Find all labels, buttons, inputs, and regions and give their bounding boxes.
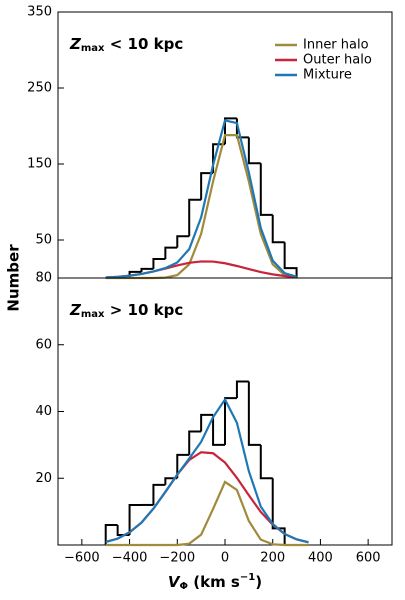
histogram-bin: [247, 137, 261, 165]
panel-label-sub: max: [81, 43, 105, 54]
histogram-bin: [259, 444, 273, 480]
panel-label-main: Z: [69, 301, 82, 319]
histogram-bin: [176, 235, 190, 248]
histogram-bin: [271, 478, 286, 545]
curve: [105, 119, 297, 279]
histogram-bin: [283, 242, 298, 278]
histogram-bin: [200, 413, 214, 432]
x-label-end: ): [255, 573, 262, 591]
histogram-bin: [104, 523, 118, 545]
histogram-bin: [259, 163, 273, 216]
histogram-bin: [164, 246, 178, 259]
legend-label: Inner halo: [303, 38, 369, 53]
curve: [105, 134, 297, 280]
panel-label-rest: < 10 kpc: [105, 35, 184, 53]
y-tick-label: 50: [35, 233, 52, 248]
y-axis-label: Number: [5, 244, 23, 312]
x-tick-label: 600: [356, 551, 381, 566]
x-axis-label: VΦ (km s−1): [168, 572, 262, 592]
curve: [105, 397, 309, 544]
histogram-bin: [128, 503, 142, 535]
x-tick-label: −400: [112, 551, 148, 566]
histogram-bin: [271, 214, 285, 244]
x-label-main: V: [168, 573, 181, 591]
histogram-bin: [188, 430, 202, 455]
y-tick-label: 40: [35, 404, 52, 419]
x-tick-label: 400: [308, 551, 333, 566]
panel-label-rest: > 10 kpc: [105, 301, 184, 319]
x-label-sub: Φ: [180, 581, 189, 592]
panel-label-sub: max: [81, 309, 105, 320]
y-tick-label: 350: [27, 5, 52, 20]
y-tick-label: 20: [35, 471, 52, 486]
legend-label: Mixture: [303, 68, 352, 83]
histogram-bin: [200, 172, 214, 200]
y-tick-label: 60: [35, 337, 52, 352]
panel-label-main: Z: [69, 35, 82, 53]
legend-label: Outer halo: [303, 53, 372, 68]
x-tick-label: 200: [260, 551, 285, 566]
x-tick-label: −200: [159, 551, 195, 566]
x-tick-label: −600: [64, 551, 100, 566]
y-tick-label: 80: [35, 271, 52, 286]
panel-label: Zmax > 10 kpc: [69, 301, 183, 321]
y-tick-label: 150: [27, 157, 52, 172]
x-label-sup: −1: [240, 572, 255, 583]
histogram-bin: [164, 477, 178, 485]
y-tick-label: 250: [27, 81, 52, 96]
x-tick-label: 0: [221, 551, 229, 566]
histogram-bin: [152, 483, 166, 505]
histogram-bin: [235, 380, 249, 399]
histogram-bin: [212, 414, 225, 446]
histogram-bin: [140, 267, 154, 272]
panel-label: Zmax < 10 kpc: [69, 35, 183, 55]
histogram-bin: [188, 198, 202, 237]
curve: [105, 480, 309, 547]
histogram-bin: [247, 381, 261, 446]
histogram-bin: [176, 453, 190, 479]
histogram-bin: [152, 258, 166, 269]
x-label-rest: (km s: [188, 573, 240, 591]
